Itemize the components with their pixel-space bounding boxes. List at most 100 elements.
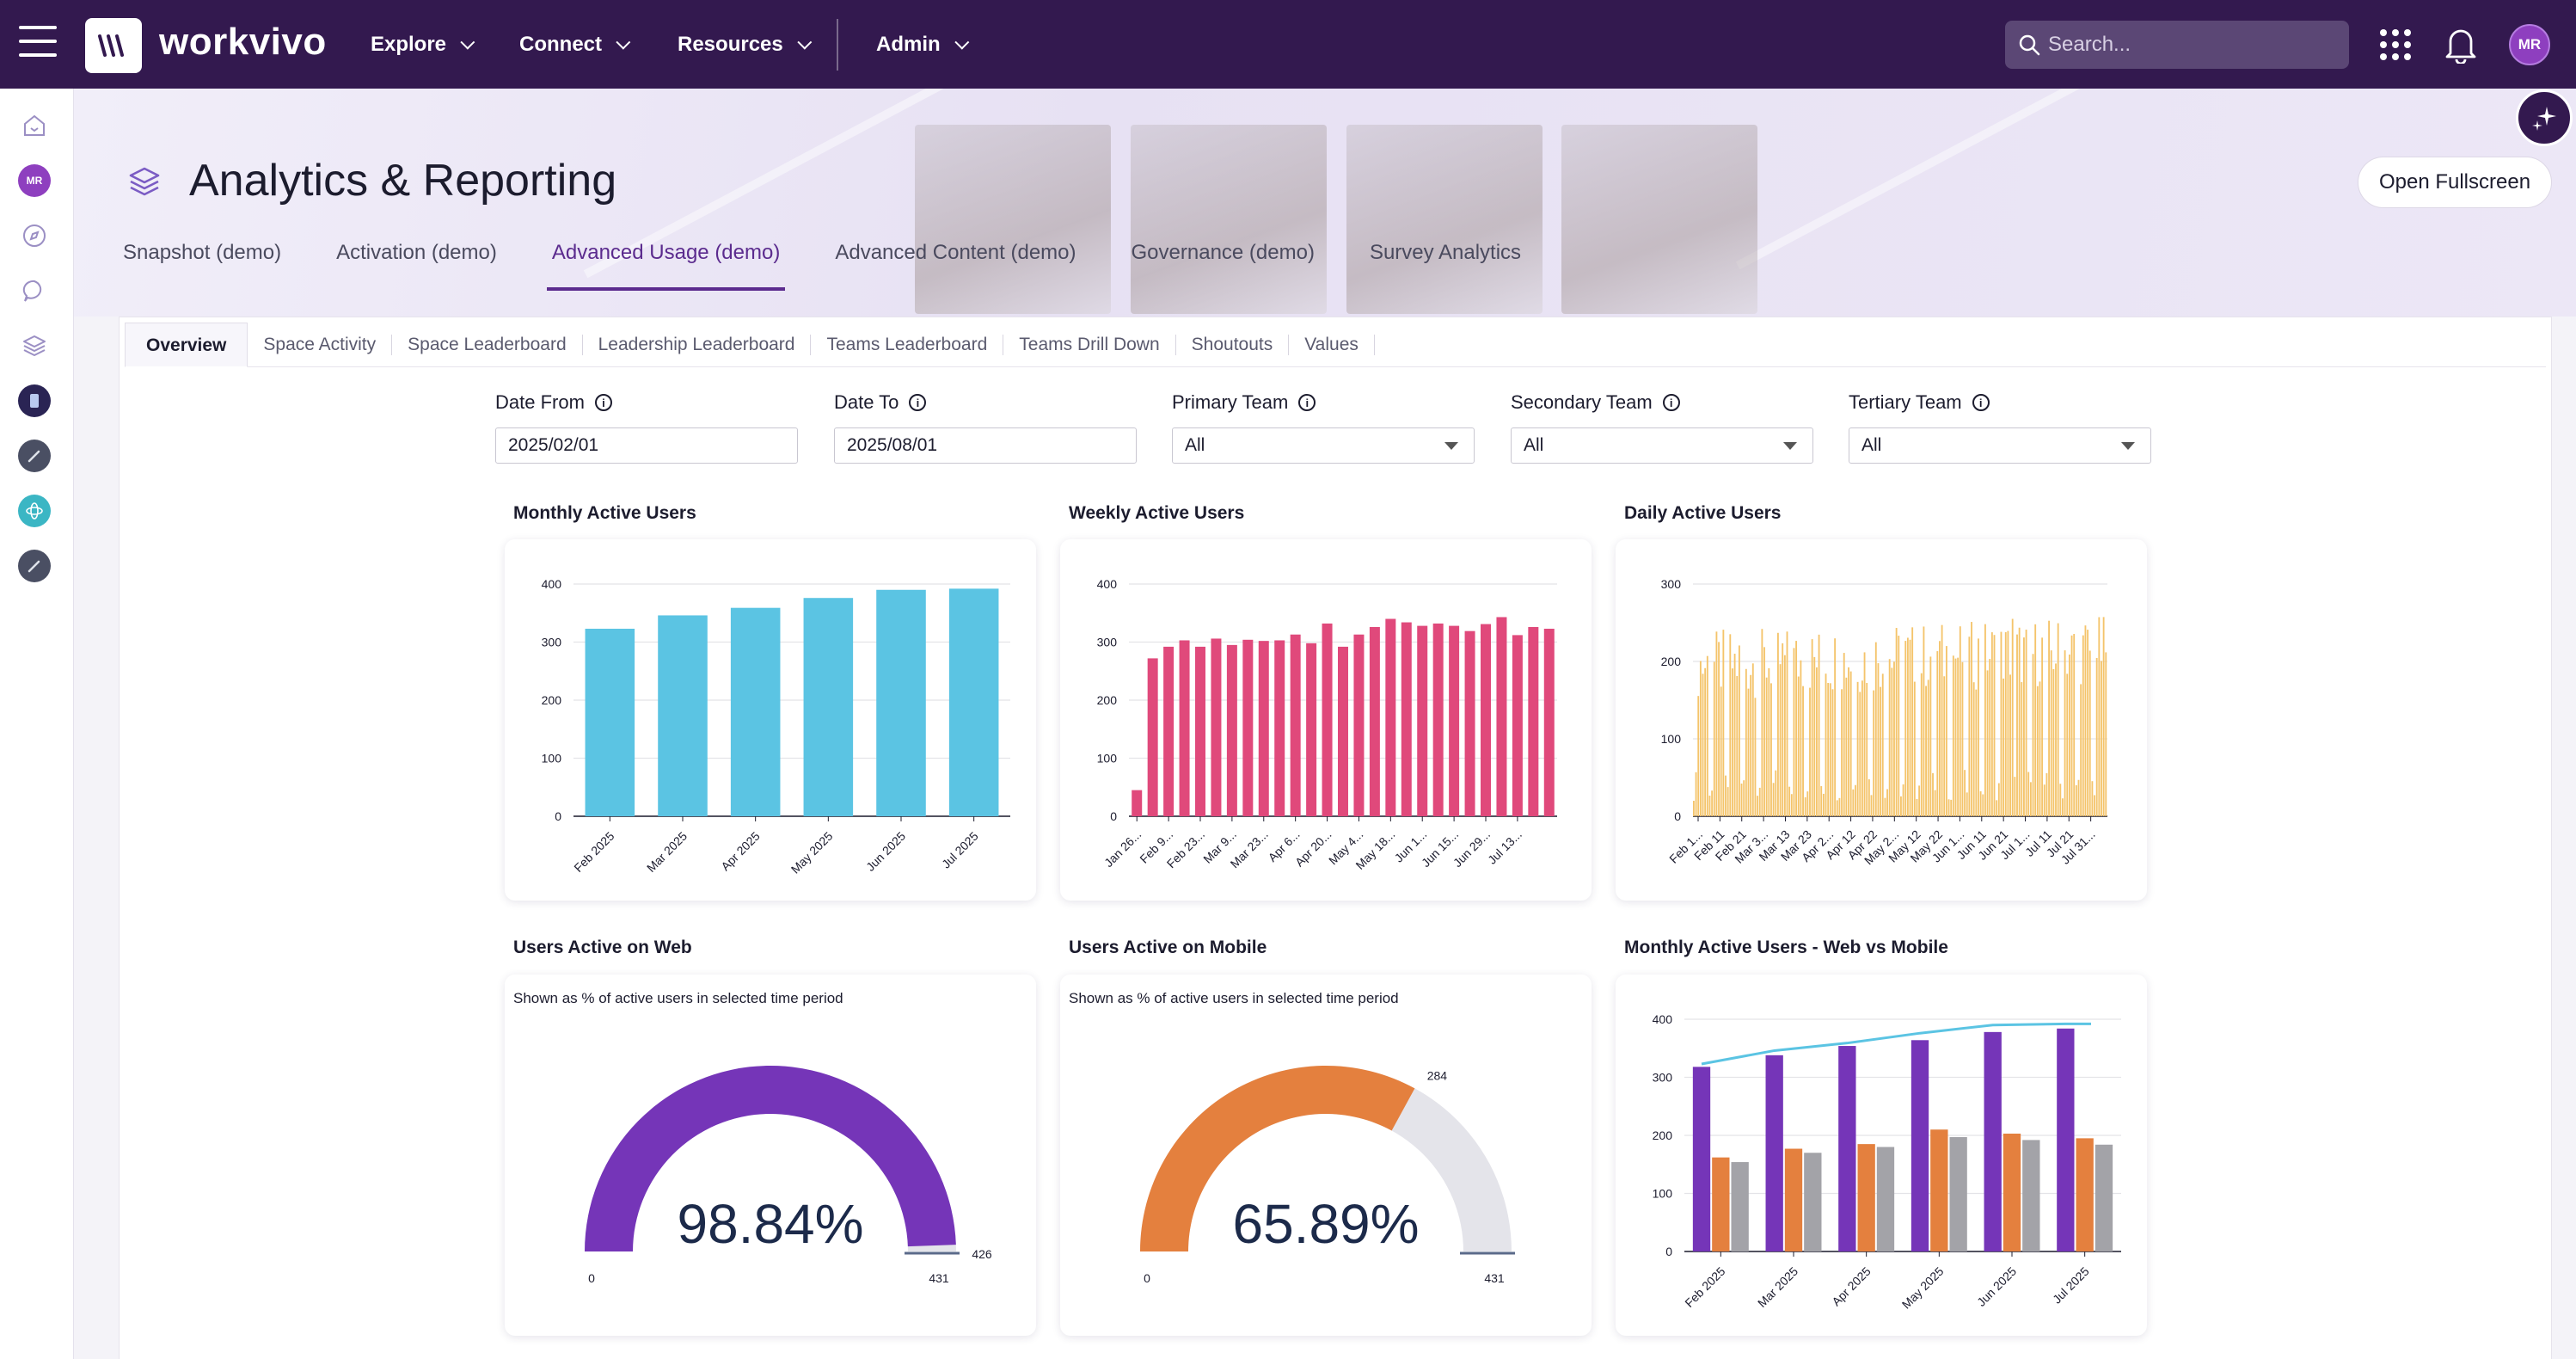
dau-bar xyxy=(1870,795,1873,816)
app-shortcut-icon[interactable] xyxy=(18,384,51,417)
dau-bar xyxy=(1934,790,1936,816)
dau-bar xyxy=(1891,667,1893,816)
wau-bar xyxy=(1369,626,1380,816)
info-icon[interactable]: i xyxy=(1972,394,1990,411)
dau-bar xyxy=(1732,668,1733,816)
dau-bar xyxy=(1743,780,1745,816)
y-tick-label: 0 xyxy=(1665,1245,1672,1258)
gauge-value-text: 98.84% xyxy=(677,1193,863,1255)
pen-icon[interactable] xyxy=(18,550,51,582)
x-tick-label: Jul 2025 xyxy=(939,829,981,871)
open-fullscreen-button[interactable]: Open Fullscreen xyxy=(2358,157,2552,208)
dau-bar xyxy=(2094,795,2095,816)
nav-explore-label: Explore xyxy=(371,33,447,56)
dau-bar xyxy=(1763,647,1765,816)
date-to-input[interactable] xyxy=(834,427,1137,464)
web-gauge-title: Users Active on Web xyxy=(513,938,692,957)
tab-snapshot[interactable]: Snapshot (demo) xyxy=(123,241,282,264)
grouped-bar xyxy=(1949,1137,1967,1251)
dau-bar xyxy=(2004,632,2007,816)
tab-activation[interactable]: Activation (demo) xyxy=(336,241,497,264)
wau-bar xyxy=(1401,622,1412,816)
dau-bar xyxy=(1745,668,1747,816)
dau-bar xyxy=(2088,650,2091,816)
dau-bar xyxy=(2066,673,2069,816)
dau-bar xyxy=(1909,639,1911,816)
dau-bar xyxy=(1809,687,1811,816)
web-gauge-subtitle: Shown as % of active users in selected t… xyxy=(513,990,843,1006)
tab-governance[interactable]: Governance (demo) xyxy=(1131,241,1315,264)
subtab-space-activity[interactable]: Space Activity xyxy=(248,334,393,355)
x-tick-label: May 2025 xyxy=(1899,1264,1947,1312)
nav-admin[interactable]: Admin xyxy=(876,33,969,57)
dau-bar xyxy=(1841,689,1843,816)
dau-bar xyxy=(1893,661,1895,816)
sparkle-icon xyxy=(2532,107,2556,131)
bell-icon[interactable] xyxy=(2444,26,2478,64)
info-icon[interactable]: i xyxy=(909,394,927,411)
subtab-teams-drill-down[interactable]: Teams Drill Down xyxy=(1003,334,1176,355)
dau-bar xyxy=(1772,783,1775,816)
dau-bar xyxy=(2016,634,2018,816)
subtab-overview[interactable]: Overview xyxy=(125,322,248,367)
tab-advanced-usage[interactable]: Advanced Usage (demo) xyxy=(546,241,786,291)
info-icon[interactable]: i xyxy=(1662,394,1680,411)
subtab-leadership-leaderboard[interactable]: Leadership Leaderboard xyxy=(583,334,812,355)
pen-icon[interactable] xyxy=(18,440,51,472)
nav-resources[interactable]: Resources xyxy=(678,33,813,57)
y-tick-label: 200 xyxy=(542,693,562,707)
home-icon[interactable] xyxy=(18,109,51,142)
subtab-teams-leaderboard[interactable]: Teams Leaderboard xyxy=(811,334,1004,355)
apps-grid-icon[interactable] xyxy=(2380,29,2411,60)
dau-bar xyxy=(1797,676,1800,816)
compass-icon[interactable] xyxy=(18,219,51,252)
nav-explore[interactable]: Explore xyxy=(371,33,475,57)
tab-advanced-content[interactable]: Advanced Content (demo) xyxy=(835,241,1076,264)
dau-bar xyxy=(1929,656,1932,816)
brand-name[interactable]: workvivo xyxy=(159,21,327,63)
info-icon[interactable]: i xyxy=(1298,394,1316,411)
date-from-filter: Date From i xyxy=(495,391,798,464)
user-avatar[interactable]: MR xyxy=(2509,24,2550,65)
subtab-space-leaderboard[interactable]: Space Leaderboard xyxy=(392,334,583,355)
dau-bar xyxy=(1827,682,1830,816)
ai-assistant-button[interactable] xyxy=(2516,89,2573,146)
tab-survey-analytics[interactable]: Survey Analytics xyxy=(1369,241,1522,264)
search-input[interactable] xyxy=(2048,33,2332,57)
dau-bar xyxy=(1843,653,1845,816)
secondary-team-select[interactable]: All xyxy=(1511,427,1813,464)
dau-bar xyxy=(2018,627,2021,816)
dau-bar xyxy=(1996,800,1998,816)
chat-icon[interactable] xyxy=(18,274,51,307)
dau-bar xyxy=(1720,686,1722,816)
dau-bar xyxy=(1831,689,1834,816)
search-icon xyxy=(2019,34,2040,56)
info-icon[interactable]: i xyxy=(594,394,612,411)
dau-bar xyxy=(1913,681,1916,816)
web-vs-mobile-bar-chart: 0 100 200 300 400 Feb 2025 Mar 2025 Apr 2025 May… xyxy=(1653,1012,2121,1312)
profile-avatar[interactable]: MR xyxy=(18,164,51,197)
dau-bar xyxy=(2064,650,2066,816)
nav-connect[interactable]: Connect xyxy=(519,33,631,57)
dau-bar xyxy=(2098,617,2101,816)
secondary-team-filter: Secondary Team i All xyxy=(1511,391,1813,464)
dau-bar xyxy=(2101,661,2102,816)
header-photo xyxy=(1561,125,1757,314)
atom-icon[interactable] xyxy=(18,495,51,527)
subtab-shoutouts[interactable]: Shoutouts xyxy=(1176,334,1290,355)
layers-icon[interactable] xyxy=(18,329,51,362)
dau-bar xyxy=(1989,659,1991,816)
dau-bar xyxy=(1825,673,1827,816)
tertiary-team-select[interactable]: All xyxy=(1849,427,2151,464)
hamburger-menu-icon[interactable] xyxy=(19,26,57,60)
search-box[interactable] xyxy=(2005,21,2349,69)
y-tick-label: 0 xyxy=(1110,809,1117,823)
x-tick-label: Mar 2025 xyxy=(1755,1264,1800,1310)
date-from-input[interactable] xyxy=(495,427,798,464)
nav-resources-label: Resources xyxy=(678,33,783,56)
workvivo-logo-icon[interactable] xyxy=(85,18,142,73)
dau-bar xyxy=(1866,682,1868,816)
primary-team-select[interactable]: All xyxy=(1172,427,1475,464)
subtab-values[interactable]: Values xyxy=(1289,334,1375,355)
